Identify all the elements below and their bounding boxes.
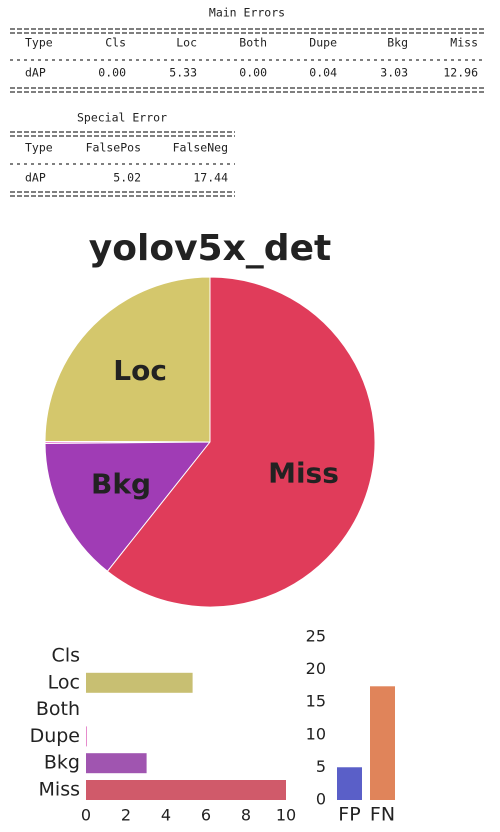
y-tick-label: 0 [316,790,326,809]
x-tick-label: 2 [121,806,131,825]
cell: 0.04 [309,66,337,80]
column-header: Dupe [309,36,337,50]
x-tick-label: 8 [241,806,251,825]
y-tick-label: 20 [306,659,326,678]
cell: 5.33 [169,66,197,80]
x-tick-label: 10 [276,806,296,825]
y-tick-label: Dupe [30,725,80,747]
y-tick-label: Bkg [44,752,80,774]
column-header: Loc [176,36,197,50]
slice-label: Miss [268,457,339,490]
cell: dAP [25,66,46,80]
cell: 5.02 [113,171,141,185]
y-tick-label: Both [36,698,80,720]
column-header: FalsePos [86,141,141,155]
pie-slice [44,441,212,572]
x-tick-label: 6 [201,806,211,825]
bar [337,767,362,800]
column-header: Bkg [387,36,408,50]
table-title: Special Error [77,111,167,125]
cell: 0.00 [98,66,126,80]
column-header: FalseNeg [173,141,228,155]
y-tick-label: Miss [39,779,80,801]
column-header: Miss [450,36,478,50]
table-title: Main Errors [209,6,285,20]
slice-label: Loc [113,354,167,387]
chart-title: yolov5x_det [89,228,331,269]
y-tick-label: 25 [306,627,326,646]
y-tick-label: 10 [306,724,326,743]
column-header: Both [239,36,267,50]
x-tick-label: FN [370,804,395,826]
cell: 17.44 [193,171,228,185]
cell: dAP [25,171,46,185]
x-tick-label: FP [338,804,360,826]
y-tick-label: Loc [48,671,80,693]
column-header: Cls [105,36,126,50]
y-tick-label: 5 [316,757,326,776]
x-tick-label: 0 [81,806,91,825]
x-tick-label: 4 [161,806,171,825]
bar [86,672,193,693]
y-tick-label: 15 [306,692,326,711]
y-tick-label: Cls [52,645,80,667]
cell: 3.03 [380,66,408,80]
pie-slice [44,276,211,443]
slice-label: Bkg [91,467,151,500]
column-header: Type [25,36,53,50]
tables: Main Errors Type Cls Loc Both Dupe Bkg Miss dAP 0… [10,6,485,197]
cell: 0.00 [239,66,267,80]
bar [86,726,87,747]
cell: 12.96 [443,66,478,80]
bar [370,686,395,800]
bar [86,753,147,774]
bar [86,780,286,800]
pie-slice [106,276,376,608]
column-header: Type [25,141,53,155]
